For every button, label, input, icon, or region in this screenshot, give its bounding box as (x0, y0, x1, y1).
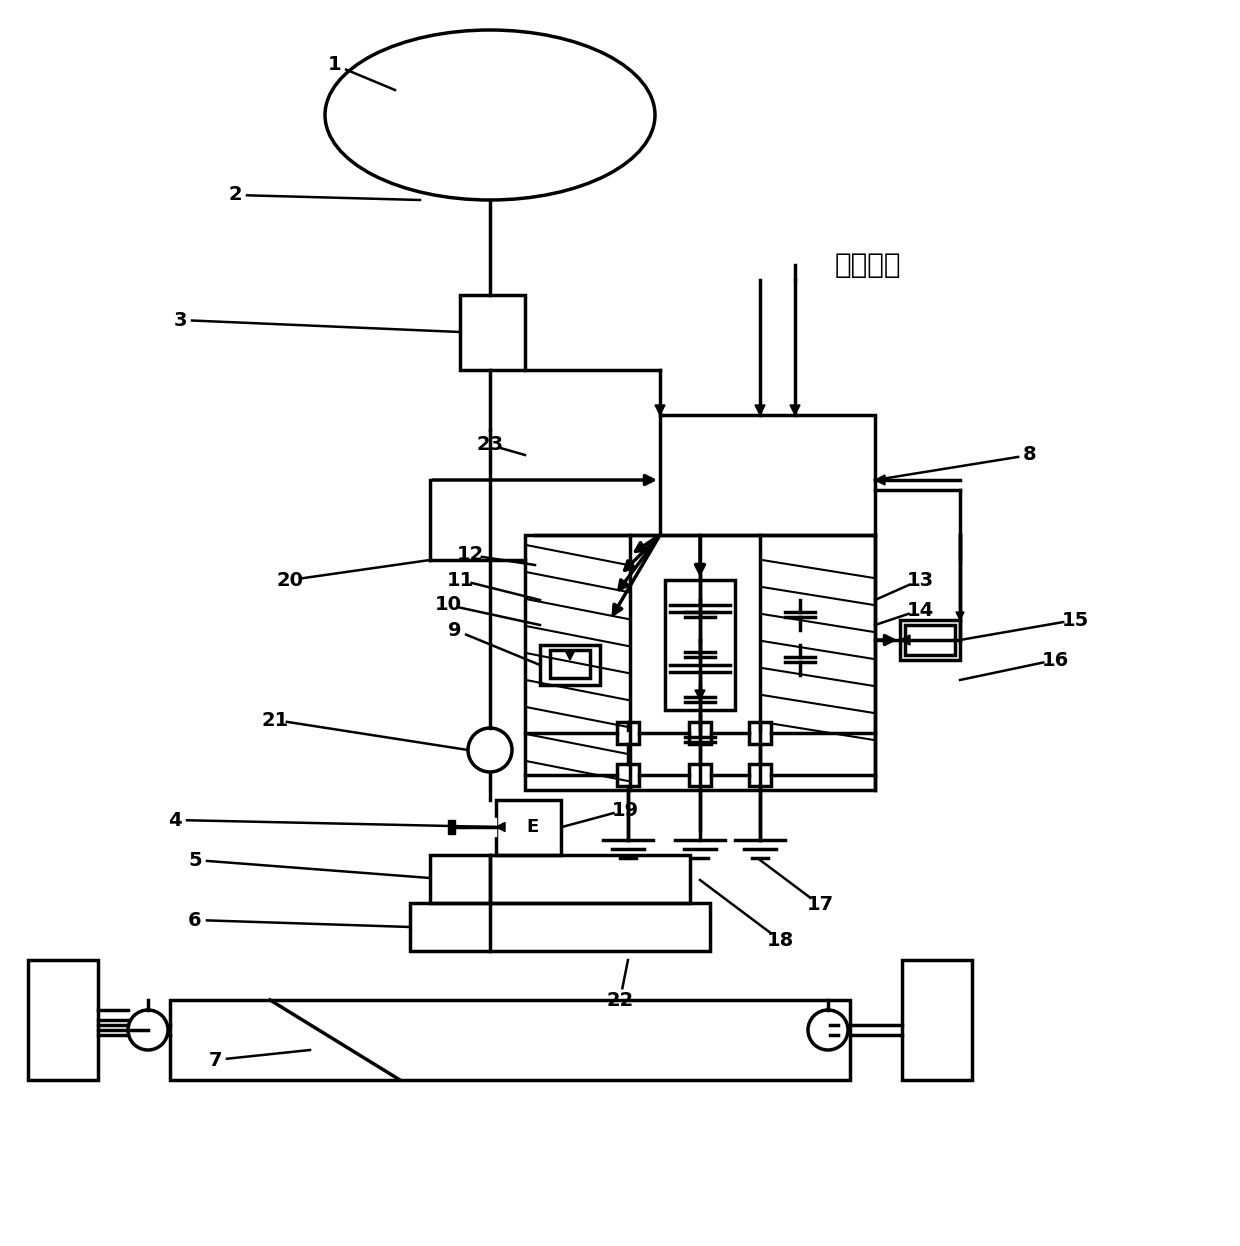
Text: 2: 2 (228, 186, 242, 204)
Polygon shape (790, 405, 800, 415)
Polygon shape (755, 405, 765, 415)
Text: 18: 18 (766, 931, 794, 949)
Bar (460, 295, 525, 370)
Polygon shape (694, 690, 706, 700)
Polygon shape (448, 820, 455, 834)
Text: 23: 23 (476, 436, 503, 455)
Text: 5: 5 (188, 851, 202, 870)
Text: 4: 4 (169, 810, 182, 830)
Text: 21: 21 (262, 710, 289, 729)
Text: 1: 1 (329, 56, 342, 75)
Bar (430, 855, 689, 903)
Polygon shape (875, 475, 885, 485)
Text: 20: 20 (277, 571, 304, 589)
Bar (689, 764, 711, 786)
Text: 22: 22 (606, 991, 634, 1009)
Text: 14: 14 (906, 601, 934, 619)
Text: 3: 3 (174, 310, 187, 329)
Polygon shape (496, 822, 505, 831)
Text: 19: 19 (611, 800, 639, 820)
Bar (900, 621, 960, 660)
Text: 12: 12 (456, 546, 484, 564)
Bar (901, 959, 972, 1080)
Bar (539, 645, 600, 685)
Bar (29, 959, 98, 1080)
Bar (496, 800, 560, 855)
Bar (749, 764, 771, 786)
Bar (170, 1001, 849, 1080)
Polygon shape (565, 650, 575, 660)
Text: 9: 9 (448, 621, 461, 639)
Text: 17: 17 (806, 896, 833, 915)
Text: 11: 11 (446, 571, 474, 589)
Text: 10: 10 (434, 596, 461, 614)
Text: 16: 16 (1042, 650, 1069, 669)
Text: 8: 8 (1023, 446, 1037, 465)
Bar (749, 721, 771, 744)
Polygon shape (655, 405, 665, 415)
Bar (905, 625, 955, 655)
Text: 7: 7 (208, 1050, 222, 1069)
Text: 车速信号: 车速信号 (835, 250, 901, 279)
Polygon shape (956, 612, 963, 621)
Bar (618, 764, 639, 786)
Text: 6: 6 (188, 911, 202, 930)
Bar (551, 650, 590, 678)
Text: 15: 15 (1061, 611, 1089, 629)
Bar (525, 535, 875, 790)
Text: E: E (526, 819, 538, 836)
Text: 13: 13 (906, 571, 934, 589)
Polygon shape (900, 635, 910, 645)
Bar (618, 721, 639, 744)
Bar (689, 721, 711, 744)
Polygon shape (448, 819, 496, 836)
Bar (410, 903, 711, 951)
Bar (660, 415, 875, 535)
Bar (665, 579, 735, 710)
